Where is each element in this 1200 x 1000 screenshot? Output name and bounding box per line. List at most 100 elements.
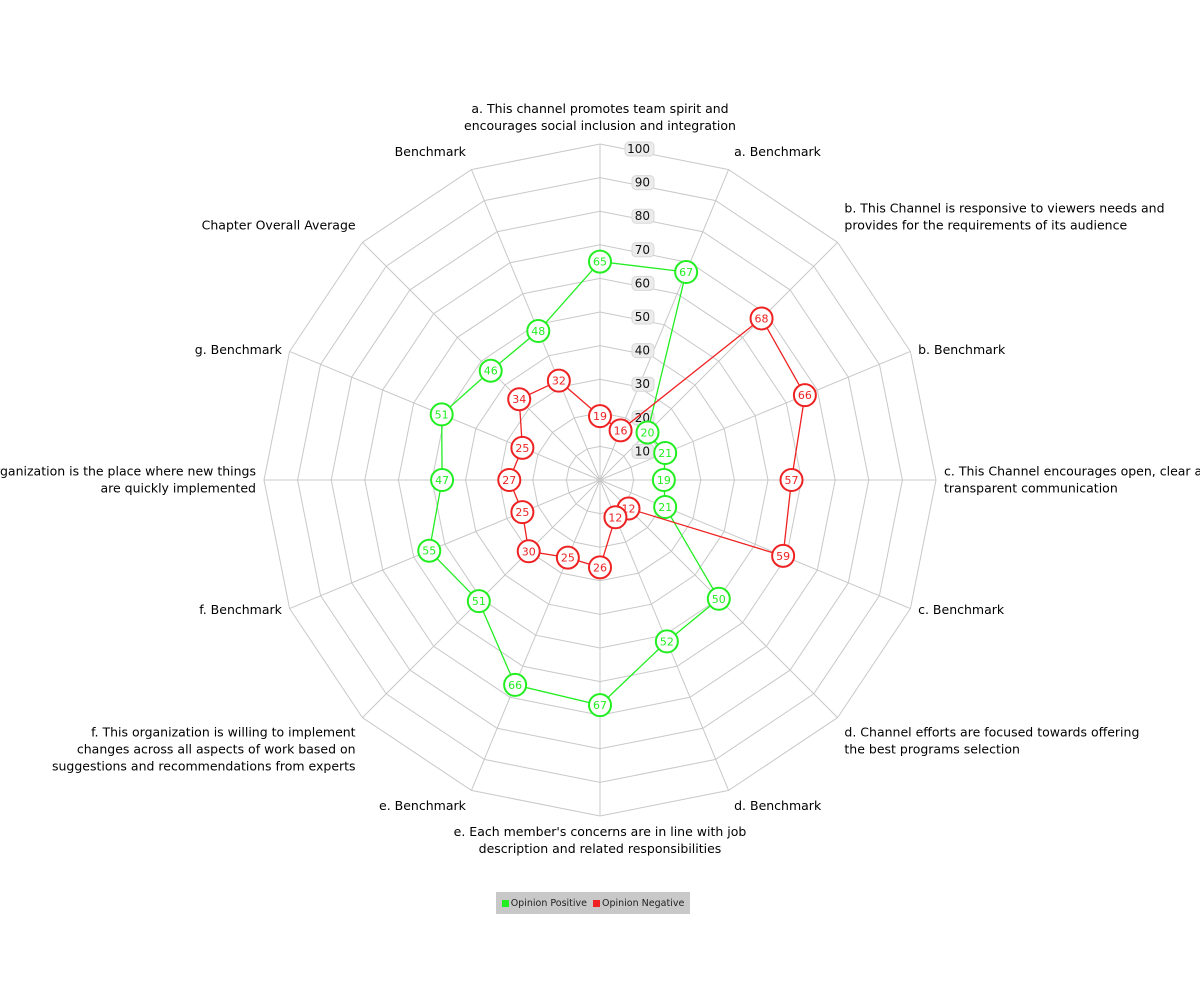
axis-label-15-line-0: Benchmark (395, 144, 467, 159)
series-1-point-7 (603, 505, 628, 530)
axis-label-0: a. This channel promotes team spirit and… (464, 101, 736, 133)
series-0-value-0: 65 (593, 256, 607, 269)
axis-label-10-line-0: f. This organization is willing to imple… (91, 724, 356, 739)
series-1-point-9 (555, 545, 580, 570)
axis-label-2-line-0: b. This Channel is responsive to viewers… (844, 201, 1164, 216)
series-1-point-1 (608, 418, 633, 443)
grid-spoke-9 (470, 479, 601, 791)
axis-label-0-line-1: encourages social inclusion and integrat… (464, 118, 736, 133)
series-1-point-10 (516, 539, 541, 564)
series-1-value-8: 26 (593, 561, 607, 574)
series-1-point-8 (588, 555, 612, 580)
series-1-value-11: 25 (515, 506, 529, 519)
series-0-value-7: 52 (660, 635, 674, 648)
legend-item-positive: Opinion Positive (501, 897, 587, 909)
series-1-point-13 (510, 435, 535, 460)
series-0-point-8 (588, 693, 612, 718)
legend-label-positive: Opinion Positive (510, 897, 587, 909)
tick-bg-6 (631, 275, 655, 291)
series-1-value-10: 30 (522, 545, 536, 558)
axis-label-9: e. Benchmark (379, 798, 467, 813)
axis-label-10: f. This organization is willing to imple… (52, 724, 356, 773)
tick-label-3: 30 (635, 377, 650, 391)
axis-label-4: c. This Channel encourages open, clear a… (944, 464, 1200, 496)
series-0-point-4 (651, 468, 676, 492)
axis-label-7-line-0: d. Benchmark (734, 798, 822, 813)
axis-label-12-line-1: are quickly implemented (100, 481, 256, 496)
tick-bg-7 (631, 242, 655, 258)
series-1-point-0 (588, 404, 612, 429)
axis-label-11: f. Benchmark (199, 602, 282, 617)
series-1-value-13: 25 (515, 442, 529, 455)
axis-label-3: b. Benchmark (918, 342, 1006, 357)
tick-label-10: 100 (627, 142, 650, 156)
axis-label-2: b. This Channel is responsive to viewers… (844, 201, 1164, 233)
tick-bg-5 (631, 309, 655, 325)
tick-label-7: 70 (635, 243, 650, 257)
tick-bg-9 (631, 175, 655, 191)
axis-label-13: g. Benchmark (195, 342, 283, 357)
series-0-value-6: 50 (712, 593, 726, 606)
grid-spoke-11 (289, 479, 601, 610)
axis-label-8: e. Each member's concerns are in line wi… (454, 824, 747, 856)
series-0-value-8: 67 (593, 699, 607, 712)
legend-item-negative: Opinion Negative (593, 898, 684, 909)
series-1-value-1: 16 (614, 424, 628, 437)
axis-label-1-line-0: a. Benchmark (734, 144, 822, 159)
series-0-value-2: 20 (641, 426, 655, 439)
series-1-value-3: 66 (798, 389, 812, 402)
axis-label-2-line-1: provides for the requirements of its aud… (844, 218, 1127, 233)
legend-swatch-positive (501, 899, 509, 907)
tick-bg-4 (631, 343, 655, 359)
axis-label-0-line-0: a. This channel promotes team spirit and (471, 101, 728, 116)
series-1-value-4: 57 (785, 474, 799, 487)
tick-labels: 10 20 30 40 50 60 70 80 90 100 (624, 141, 655, 459)
tick-label-5: 50 (635, 310, 650, 324)
series-0-value-4: 19 (657, 474, 671, 487)
series-1-point-11 (510, 500, 535, 525)
series-0-point-10 (466, 589, 491, 614)
series-1-point-12 (497, 468, 522, 492)
axis-label-10-line-1: changes across all aspects of work based… (77, 741, 356, 756)
axis-label-8-line-1: description and related responsibilities (479, 841, 722, 856)
axis-label-4-line-0: c. This Channel encourages open, clear a… (944, 464, 1200, 479)
series-1-value-12: 27 (502, 474, 516, 487)
series-0-point-6 (706, 586, 731, 611)
series-0-point-12 (430, 468, 455, 492)
series-layer: 6567202119215052676651554751464819166866… (417, 249, 817, 718)
series-0-point-5 (653, 495, 678, 520)
legend-swatch-negative (593, 899, 600, 907)
axis-label-10-line-2: suggestions and recommendations from exp… (52, 758, 356, 773)
axis-label-6: d. Channel efforts are focused towards o… (844, 724, 1139, 756)
tick-bg-3 (631, 376, 655, 392)
series-0-value-14: 46 (484, 365, 498, 378)
series-1-value-0: 19 (593, 410, 607, 423)
series-1-point-5 (771, 543, 796, 568)
axis-label-6-line-0: d. Channel efforts are focused towards o… (844, 724, 1139, 739)
series-1-point-2 (749, 306, 774, 331)
series-0-point-2 (635, 420, 660, 445)
axis-label-12-line-0: g. This organization is the place where … (0, 464, 256, 479)
series-0-point-3 (653, 440, 678, 465)
series-0-value-11: 55 (422, 545, 436, 558)
series-0-value-15: 48 (531, 325, 545, 338)
axis-label-14-line-0: Chapter Overall Average (202, 218, 356, 233)
series-1-point-4 (779, 468, 804, 492)
tick-bg-8 (631, 208, 655, 224)
series-0-point-13 (429, 402, 454, 427)
axis-label-14: Chapter Overall Average (202, 218, 356, 233)
tick-label-4: 40 (635, 344, 650, 358)
series-1-value-15: 32 (552, 375, 566, 388)
grid-spoke-5 (599, 479, 911, 610)
series-1-value-5: 59 (776, 550, 790, 563)
grid-spoke-3 (599, 350, 911, 481)
series-1-value-2: 68 (755, 312, 769, 325)
series-0-value-3: 21 (658, 447, 672, 460)
axis-label-11-line-0: f. Benchmark (199, 602, 282, 617)
tick-label-9: 90 (635, 176, 650, 190)
tick-label-1: 10 (635, 444, 650, 458)
series-0-point-15 (526, 318, 551, 343)
